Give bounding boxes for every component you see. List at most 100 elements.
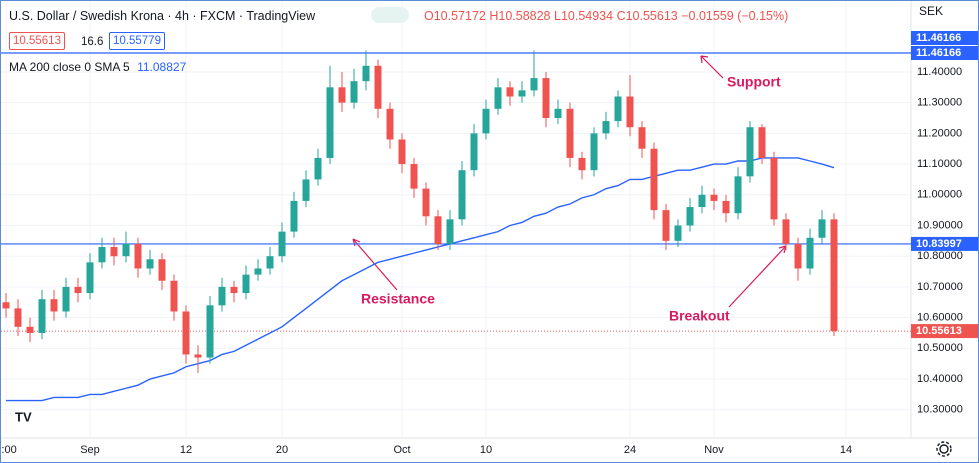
indicator-legend: MA 200 close 0 SMA 5 11.08827 [9, 60, 186, 74]
candle-body [266, 256, 274, 269]
annotation: Breakout [669, 308, 730, 324]
candle-body [302, 179, 310, 201]
candle-body [674, 225, 682, 241]
x-tick-label: 20 [276, 444, 288, 456]
y-tick-label: 11.20000 [917, 127, 962, 139]
candle-body [398, 139, 406, 165]
x-tick-label: 14 [840, 444, 852, 456]
candle-body [14, 308, 22, 327]
ohlc-high: H10.58828 [489, 9, 551, 23]
candle-body [506, 87, 514, 97]
candle-body [386, 108, 394, 140]
y-tick-label: 11.40000 [917, 66, 962, 78]
candle-body [170, 280, 178, 312]
ohlc-low: L10.54934 [554, 9, 614, 23]
status-pill[interactable] [371, 7, 409, 23]
ohlc: O10.57172 H10.58828 L10.54934 C10.55613 … [424, 9, 788, 23]
candle-body [110, 246, 118, 257]
y-tick-label: 10.30000 [917, 404, 963, 416]
candle-body [86, 262, 94, 294]
candle-body [422, 188, 430, 217]
candle-body [794, 243, 802, 269]
candle-body [2, 302, 10, 309]
candle-body [614, 96, 622, 122]
x-tick-label: 10 [480, 444, 492, 456]
ask[interactable]: 10.55779 [109, 32, 165, 50]
candle-body [662, 210, 670, 241]
candle-body [770, 157, 778, 220]
candle-body [98, 246, 106, 263]
annotation: Support [727, 74, 781, 90]
x-tick-label: Nov [704, 444, 724, 456]
y-tick-label: 11.10000 [917, 158, 962, 170]
price-label-bg [911, 46, 978, 61]
price-label: 11.46166 [916, 32, 961, 44]
candle-body [218, 286, 226, 306]
price-label: 10.55613 [916, 325, 962, 337]
candle-body [278, 231, 286, 257]
candle-body [338, 87, 346, 103]
candle-body [578, 157, 586, 171]
candle-body [650, 148, 658, 211]
support-arrow [700, 55, 724, 79]
candle-body [62, 286, 70, 312]
candle-body [530, 78, 538, 91]
spread: 16.6 [81, 36, 104, 48]
y-tick-label: 11.30000 [917, 97, 962, 109]
candle-body [758, 127, 766, 158]
bid[interactable]: 10.55613 [9, 32, 65, 50]
candle-body [362, 65, 370, 82]
candle-body [686, 207, 694, 226]
candle-body [326, 87, 334, 158]
candle-body [194, 354, 202, 358]
ohlc-close: C10.55613 [616, 9, 678, 23]
candle-body [482, 108, 490, 134]
candle-body [410, 164, 418, 189]
price-axis-bg [911, 1, 978, 462]
price-label-bg [911, 324, 978, 339]
x-tick-label: 24 [624, 444, 636, 456]
y-tick-label: 10.40000 [917, 373, 963, 385]
candle-body [134, 243, 142, 269]
candle-body [830, 219, 838, 332]
x-tick-label: Oct [393, 444, 410, 456]
candle-body [458, 170, 466, 220]
ohlc-change: −0.01559 (−0.15%) [681, 9, 789, 23]
candle-body [38, 299, 46, 333]
candle-body [254, 268, 262, 275]
svg-text:TV: TV [15, 409, 32, 424]
candle-body [470, 133, 478, 171]
candle-body [638, 127, 646, 149]
candle-body [494, 87, 502, 109]
candle-body [734, 176, 742, 214]
y-tick-label: 10.50000 [917, 342, 963, 354]
candle-body [518, 90, 526, 97]
candle-body [314, 157, 322, 180]
candle-body [158, 259, 166, 281]
currency: SEK [919, 4, 943, 18]
overlay: 10.30000 10.40000 10.50000 10.60000 10.70000… [1, 31, 978, 456]
y-tick-label: 10.70000 [917, 281, 963, 293]
candle-body [242, 274, 250, 294]
candle-body [722, 200, 730, 214]
price-label-bg [911, 31, 978, 46]
candle-body [626, 96, 634, 128]
x-tick-label: 12 [180, 444, 192, 456]
candle-body [590, 133, 598, 171]
candle-body [74, 286, 82, 294]
ma-line [6, 157, 835, 402]
settings-icon[interactable] [936, 441, 952, 457]
candle-body [446, 219, 454, 244]
candle-body [566, 108, 574, 158]
candle-body [782, 219, 790, 244]
candle-body [50, 299, 58, 312]
candle-body [206, 305, 214, 358]
candle-body [554, 108, 562, 119]
candle-body [350, 81, 358, 103]
indicator-name: MA 200 close 0 SMA 5 [9, 60, 130, 74]
candle-body [182, 311, 190, 355]
breakout-arrow [728, 245, 787, 308]
x-tick-label: 7:00 [1, 444, 17, 456]
